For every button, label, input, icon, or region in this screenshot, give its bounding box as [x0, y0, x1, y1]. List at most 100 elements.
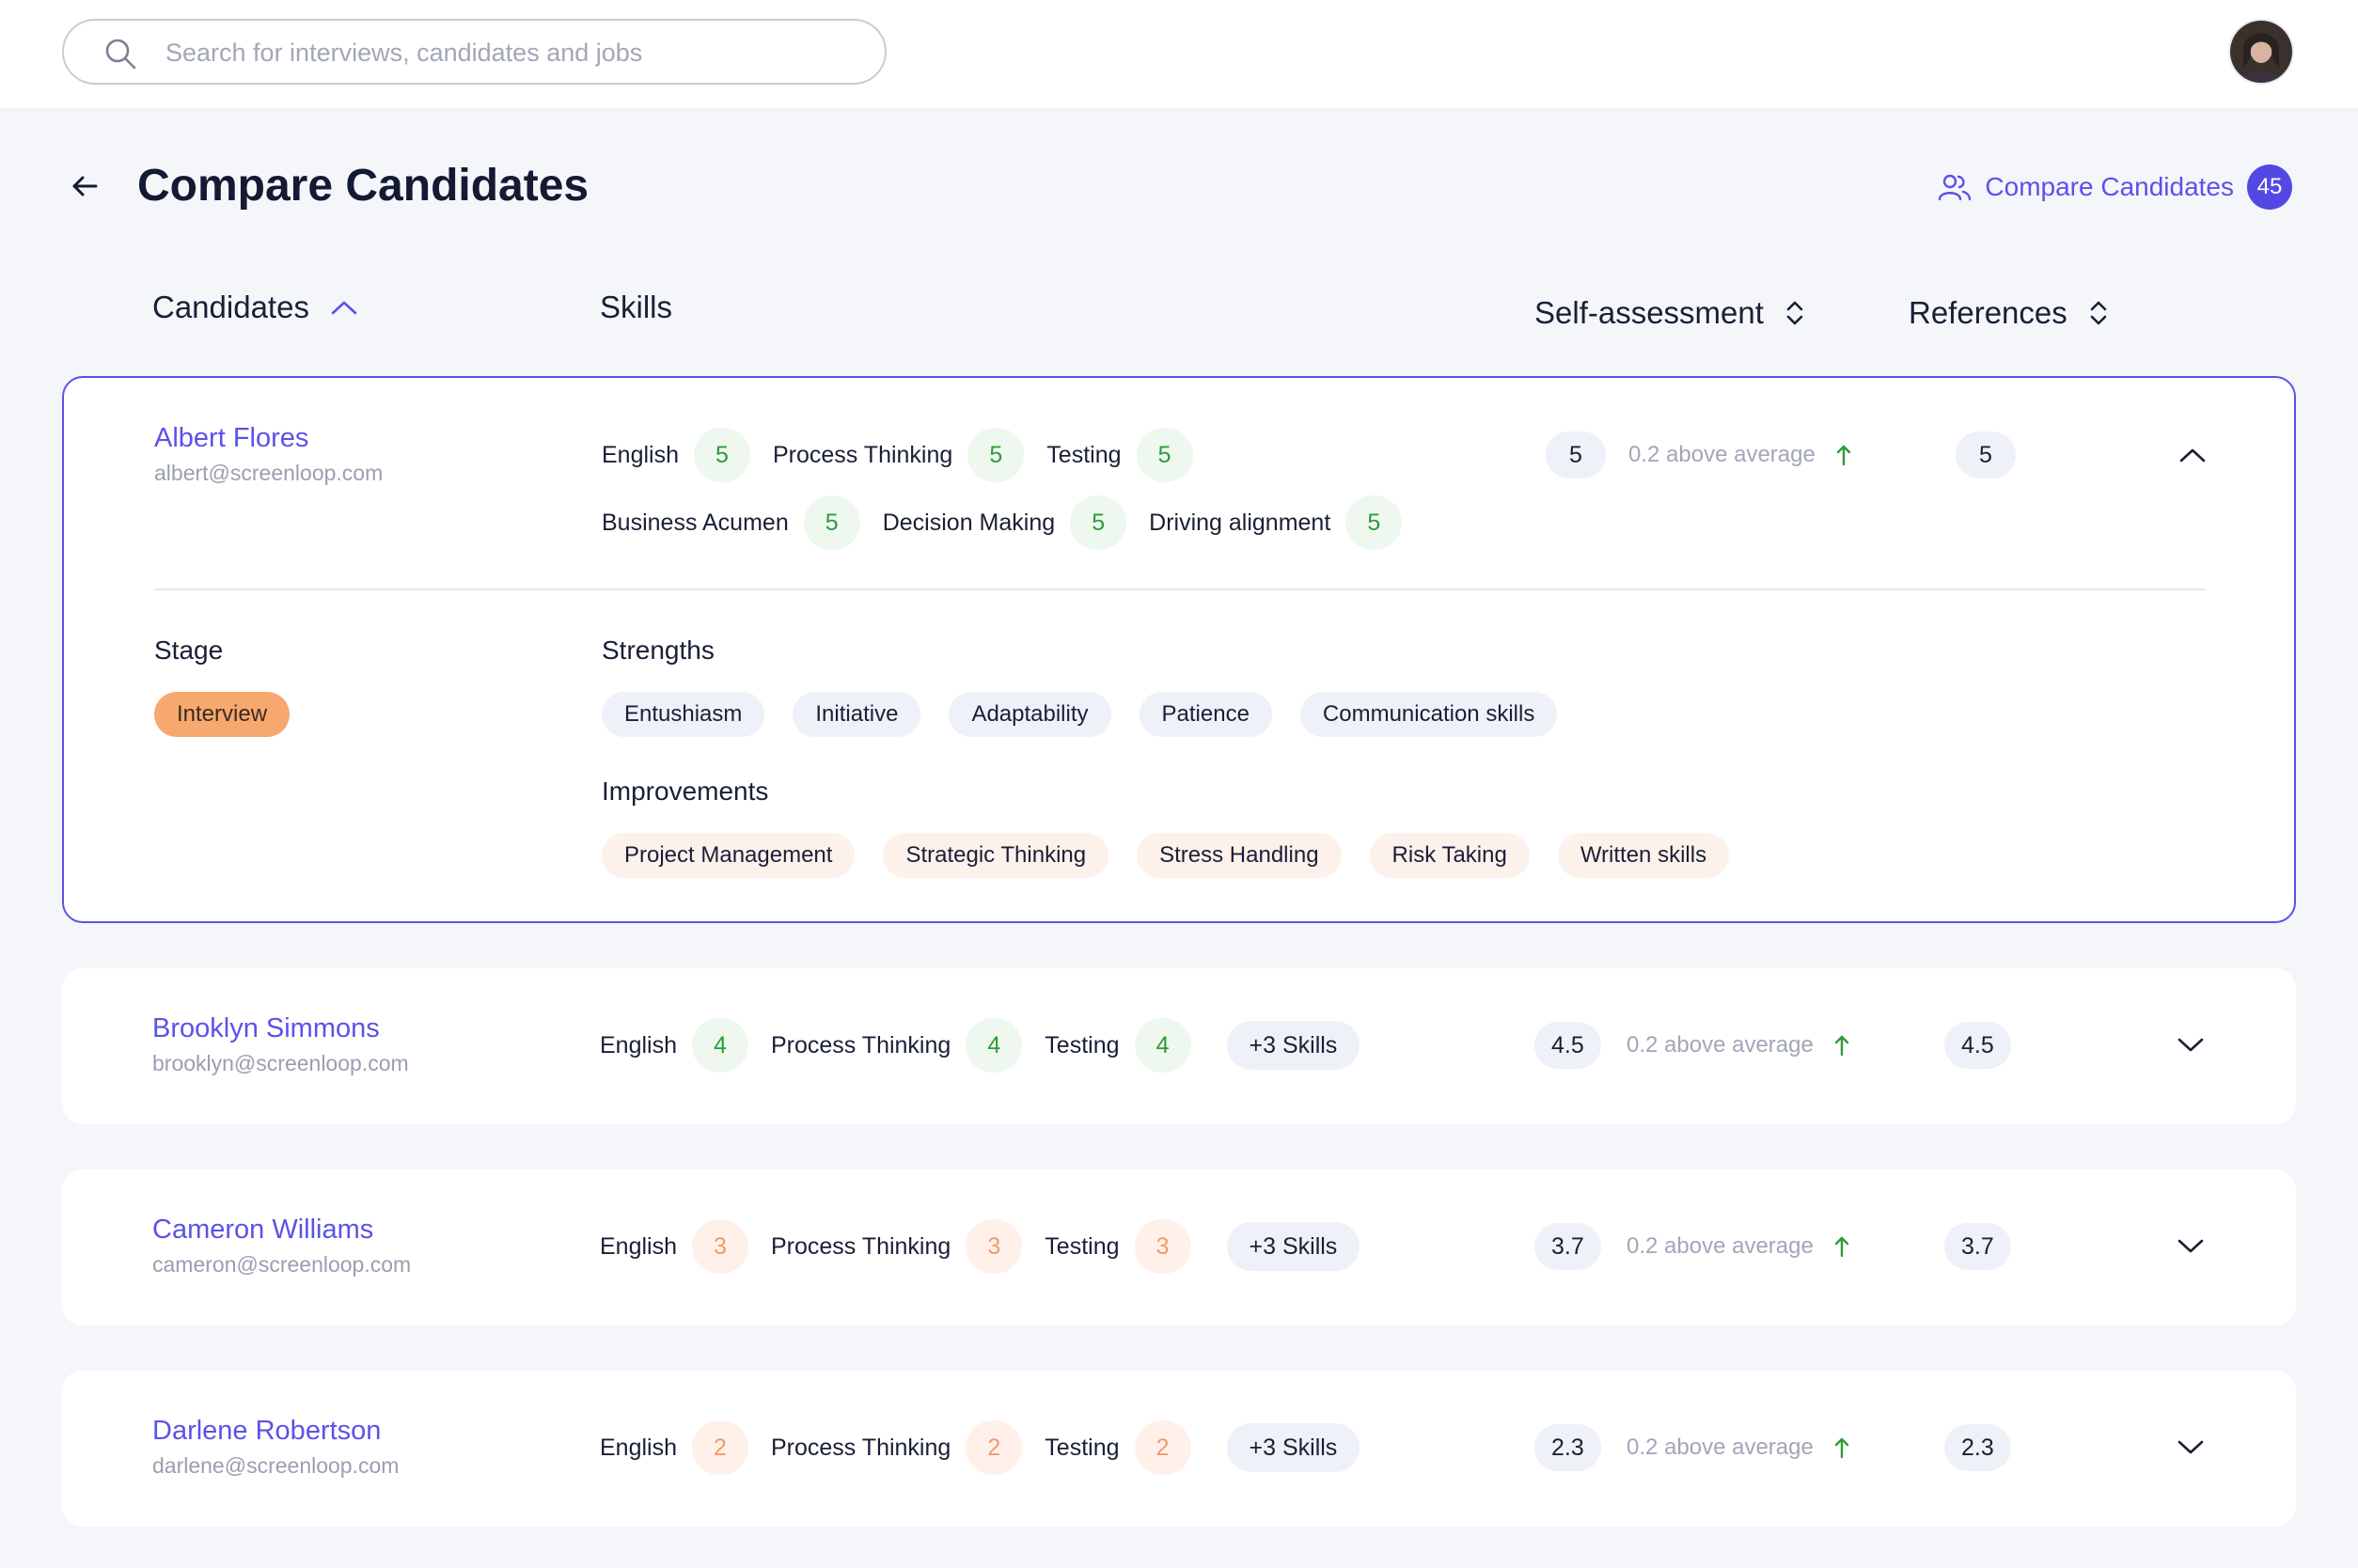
candidate-name[interactable]: Darlene Robertson	[152, 1416, 382, 1446]
skill-label: Testing	[1045, 1031, 1120, 1058]
user-avatar-icon	[2240, 33, 2283, 83]
more-skills-button[interactable]: +3 Skills	[1226, 1021, 1360, 1070]
average-note: 0.2 above average	[1627, 1435, 1814, 1460]
skill-score: 2	[1134, 1420, 1191, 1475]
candidate-card[interactable]: Cameron Williams cameron@screenloop.com …	[62, 1169, 2296, 1325]
search-box[interactable]	[62, 19, 887, 85]
candidate-email: albert@screenloop.com	[154, 461, 384, 485]
candidate-name[interactable]: Albert Flores	[154, 423, 309, 453]
skill-label: Driving alignment	[1149, 509, 1331, 536]
expand-button[interactable]	[2172, 1027, 2209, 1064]
strengths-heading: Strengths	[602, 635, 715, 665]
stage-heading: Stage	[154, 635, 224, 665]
skill-score: 3	[1134, 1219, 1191, 1274]
column-header-candidates[interactable]: Candidates	[152, 290, 358, 325]
top-bar	[0, 0, 2358, 108]
skill-score: 3	[692, 1219, 748, 1274]
skill-item: Testing 5	[1046, 428, 1193, 482]
candidate-card[interactable]: Brooklyn Simmons brooklyn@screenloop.com…	[62, 968, 2296, 1124]
skill-score: 5	[694, 428, 750, 482]
references-score: 2.3	[1944, 1424, 2011, 1471]
skills-row: English 3 Process Thinking 3 Testing 3 +…	[600, 1218, 1360, 1275]
improvement-tag: Stress Handling	[1137, 833, 1342, 878]
strengths-list: Entushiasm Initiative Adaptability Patie…	[602, 692, 1558, 737]
chevron-down-icon	[2177, 1239, 2204, 1253]
skill-item: Business Acumen 5	[602, 495, 860, 550]
arrow-left-icon	[72, 176, 98, 196]
arrow-up-icon	[1834, 1437, 1849, 1459]
skill-label: English	[600, 1434, 677, 1461]
chevron-down-icon	[2177, 1038, 2204, 1052]
search-icon	[105, 39, 136, 70]
skill-label: Testing	[1046, 441, 1122, 468]
page-title: Compare Candidates	[137, 161, 590, 211]
self-assessment-score: 3.7	[1534, 1223, 1601, 1270]
candidate-email: brooklyn@screenloop.com	[152, 1051, 409, 1075]
chevron-up-icon	[331, 301, 357, 315]
column-header-skills: Skills	[600, 290, 672, 325]
stage-badge[interactable]: Interview	[154, 692, 291, 737]
divider	[154, 588, 2206, 590]
skill-item: Testing 2	[1045, 1420, 1191, 1475]
candidate-name[interactable]: Cameron Williams	[152, 1215, 374, 1245]
skill-item: Process Thinking 5	[773, 428, 1025, 482]
sort-icon	[2090, 301, 2107, 325]
column-header-self-assessment[interactable]: Self-assessment	[1534, 295, 1805, 331]
skill-item: English 4	[600, 1018, 748, 1073]
skill-label: Process Thinking	[771, 1434, 951, 1461]
skill-score: 2	[692, 1420, 748, 1475]
strength-tag: Communication skills	[1299, 692, 1558, 737]
skill-score: 3	[966, 1219, 1023, 1274]
column-header-references[interactable]: References	[1909, 295, 2109, 331]
expand-button[interactable]	[2172, 1228, 2209, 1265]
references-score: 4.5	[1944, 1022, 2011, 1069]
skill-score: 5	[1345, 495, 1403, 550]
candidate-card[interactable]: Darlene Robertson darlene@screenloop.com…	[62, 1371, 2296, 1527]
candidate-card-expanded[interactable]: Albert Flores albert@screenloop.com Engl…	[62, 376, 2296, 923]
skills-row: Business Acumen 5 Decision Making 5 Driv…	[602, 494, 1424, 551]
improvement-tag: Risk Taking	[1369, 833, 1530, 878]
candidate-email: darlene@screenloop.com	[152, 1453, 400, 1478]
skill-label: Testing	[1045, 1434, 1120, 1461]
arrow-up-icon	[1834, 1035, 1849, 1057]
skill-item: Process Thinking 2	[771, 1420, 1023, 1475]
search-input[interactable]	[164, 28, 863, 77]
skill-label: Testing	[1045, 1232, 1120, 1260]
avatar[interactable]	[2230, 21, 2292, 83]
references-score: 5	[1956, 431, 2016, 478]
compare-candidates-link[interactable]: Compare Candidates 45	[1938, 164, 2292, 211]
skill-item: English 2	[600, 1420, 748, 1475]
skill-item: Testing 4	[1045, 1018, 1191, 1073]
self-assessment-score: 4.5	[1534, 1022, 1601, 1069]
improvement-tag: Written skills	[1557, 833, 1730, 878]
skill-item: English 5	[602, 428, 750, 482]
skill-score: 4	[692, 1018, 748, 1073]
candidate-name[interactable]: Brooklyn Simmons	[152, 1013, 380, 1043]
improvement-tag: Project Management	[602, 833, 856, 878]
skill-label: Business Acumen	[602, 509, 789, 536]
average-note: 0.2 above average	[1627, 1032, 1814, 1058]
arrow-up-icon	[1834, 1236, 1849, 1258]
skill-label: Process Thinking	[771, 1031, 951, 1058]
improvement-tag: Strategic Thinking	[883, 833, 1109, 878]
average-note: 0.2 above average	[1628, 442, 1816, 467]
more-skills-button[interactable]: +3 Skills	[1226, 1222, 1360, 1271]
self-assessment-score: 5	[1546, 431, 1606, 478]
skill-score: 5	[1070, 495, 1127, 550]
skill-score: 4	[966, 1018, 1023, 1073]
more-skills-button[interactable]: +3 Skills	[1226, 1423, 1360, 1472]
arrow-up-icon	[1836, 445, 1851, 466]
self-assessment-score: 2.3	[1534, 1424, 1601, 1471]
sort-icon	[1786, 301, 1803, 325]
collapse-button[interactable]	[2174, 436, 2211, 474]
improvements-heading: Improvements	[602, 776, 769, 806]
skill-score: 2	[966, 1420, 1023, 1475]
skill-item: Process Thinking 3	[771, 1219, 1023, 1274]
skills-row: English 4 Process Thinking 4 Testing 4 +…	[600, 1017, 1360, 1074]
references-score: 3.7	[1944, 1223, 2011, 1270]
expand-button[interactable]	[2172, 1429, 2209, 1466]
column-label-self-assessment: Self-assessment	[1534, 295, 1764, 330]
back-button[interactable]	[66, 167, 103, 205]
strength-tag: Initiative	[793, 692, 921, 737]
skill-item: Testing 3	[1045, 1219, 1191, 1274]
